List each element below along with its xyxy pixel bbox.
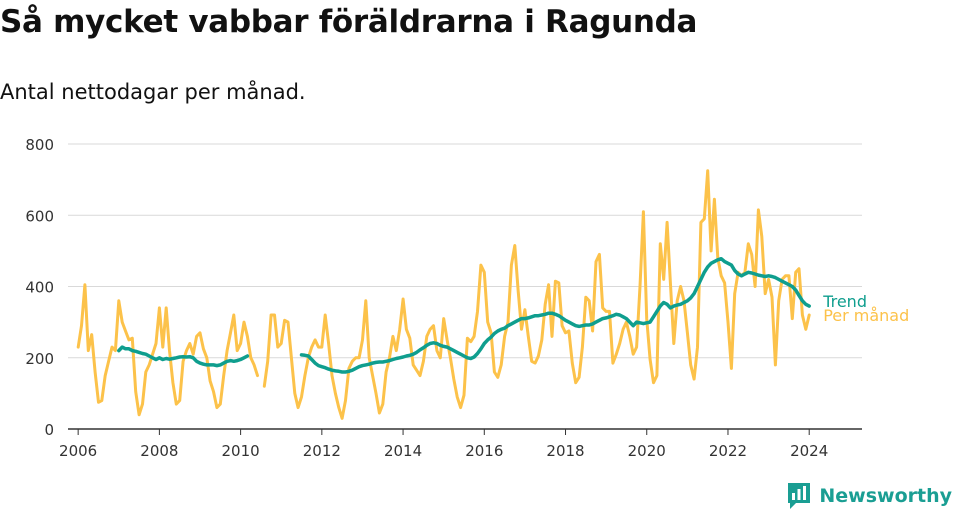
y-tick-label: 600 — [25, 207, 54, 225]
x-tick-label: 2016 — [465, 442, 503, 460]
y-tick-label: 400 — [25, 279, 54, 297]
series-trend — [117, 256, 811, 374]
y-axis: 0 200 400 600 800 — [25, 136, 54, 439]
x-tick-label: 2008 — [140, 442, 178, 460]
chart-title: Så mycket vabbar föräldrarna i Ragunda — [0, 4, 698, 40]
gridlines — [68, 143, 862, 359]
series-monthly — [76, 169, 811, 420]
x-tick-label: 2024 — [790, 442, 828, 460]
x-tick-label: 2012 — [303, 442, 341, 460]
x-tick-label: 2022 — [709, 442, 747, 460]
x-tick-label: 2006 — [59, 442, 97, 460]
x-axis: 2006 2008 2010 2012 2014 2016 2018 2020 2022 2024 — [59, 428, 862, 460]
series-line-trend — [117, 256, 811, 374]
chart-subtitle: Antal nettodagar per månad. — [0, 80, 306, 104]
x-tick-label: 2014 — [384, 442, 422, 460]
x-tick-label: 2010 — [222, 442, 260, 460]
x-tick-label: 2018 — [546, 442, 584, 460]
bar-chart-logo-icon — [788, 483, 811, 509]
newsworthy-brand: Newsworthy — [786, 478, 952, 514]
y-tick-label: 800 — [25, 136, 54, 154]
y-tick-label: 200 — [25, 350, 54, 368]
label-trend: Trend — [822, 292, 867, 311]
label-per-manad: Per månad — [823, 306, 909, 325]
x-tick-label: 2020 — [628, 442, 666, 460]
series-lines — [76, 169, 811, 420]
series-line-monthly — [76, 169, 811, 420]
y-tick-label: 0 — [44, 421, 54, 439]
brand-name: Newsworthy — [819, 485, 952, 507]
